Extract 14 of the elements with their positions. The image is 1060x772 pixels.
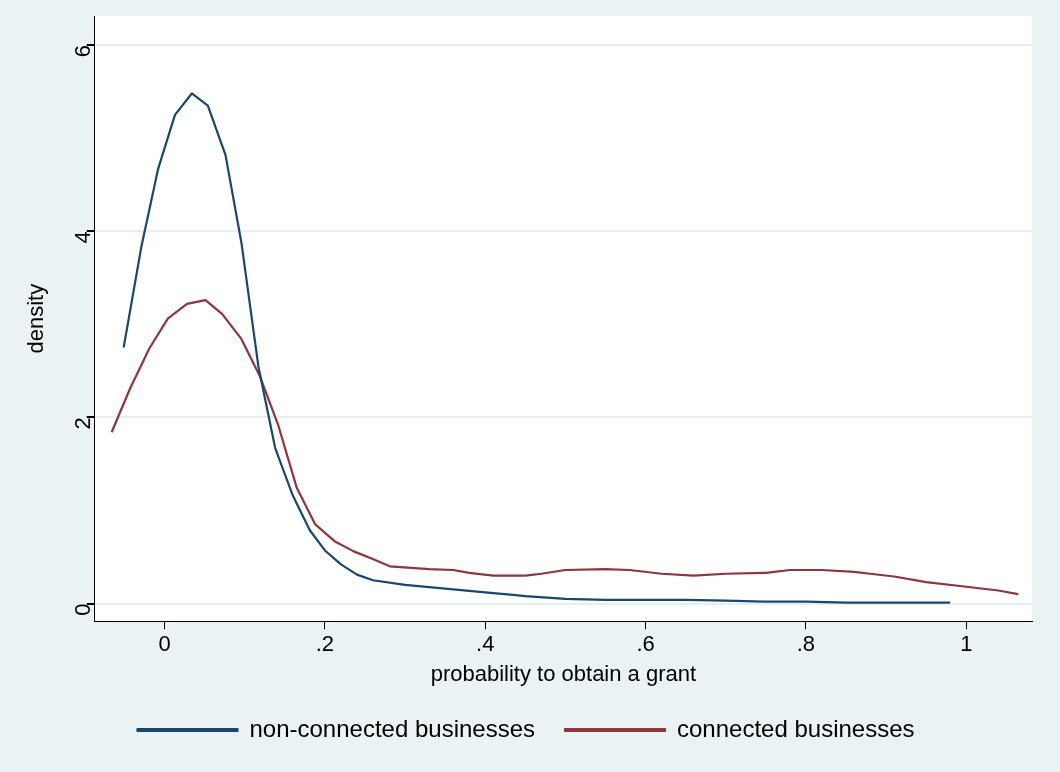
x-tick-label: 1	[960, 631, 973, 657]
x-tick-label: .8	[796, 631, 816, 657]
x-tick-label: .6	[636, 631, 655, 657]
x-tick-label: 0	[158, 631, 171, 657]
x-axis-title: probability to obtain a grant	[430, 660, 697, 686]
x-tick-label: .4	[476, 631, 495, 657]
y-tick-label: 2	[69, 417, 95, 430]
y-tick-label: 0	[69, 603, 95, 616]
y-axis-title: density	[23, 283, 49, 354]
legend-label: non-connected businesses	[249, 714, 536, 742]
y-tick-label: 4	[69, 231, 95, 244]
legend-label: connected businesses	[677, 714, 915, 742]
x-tick-label: .2	[315, 631, 335, 657]
y-tick-label: 6	[69, 45, 95, 58]
